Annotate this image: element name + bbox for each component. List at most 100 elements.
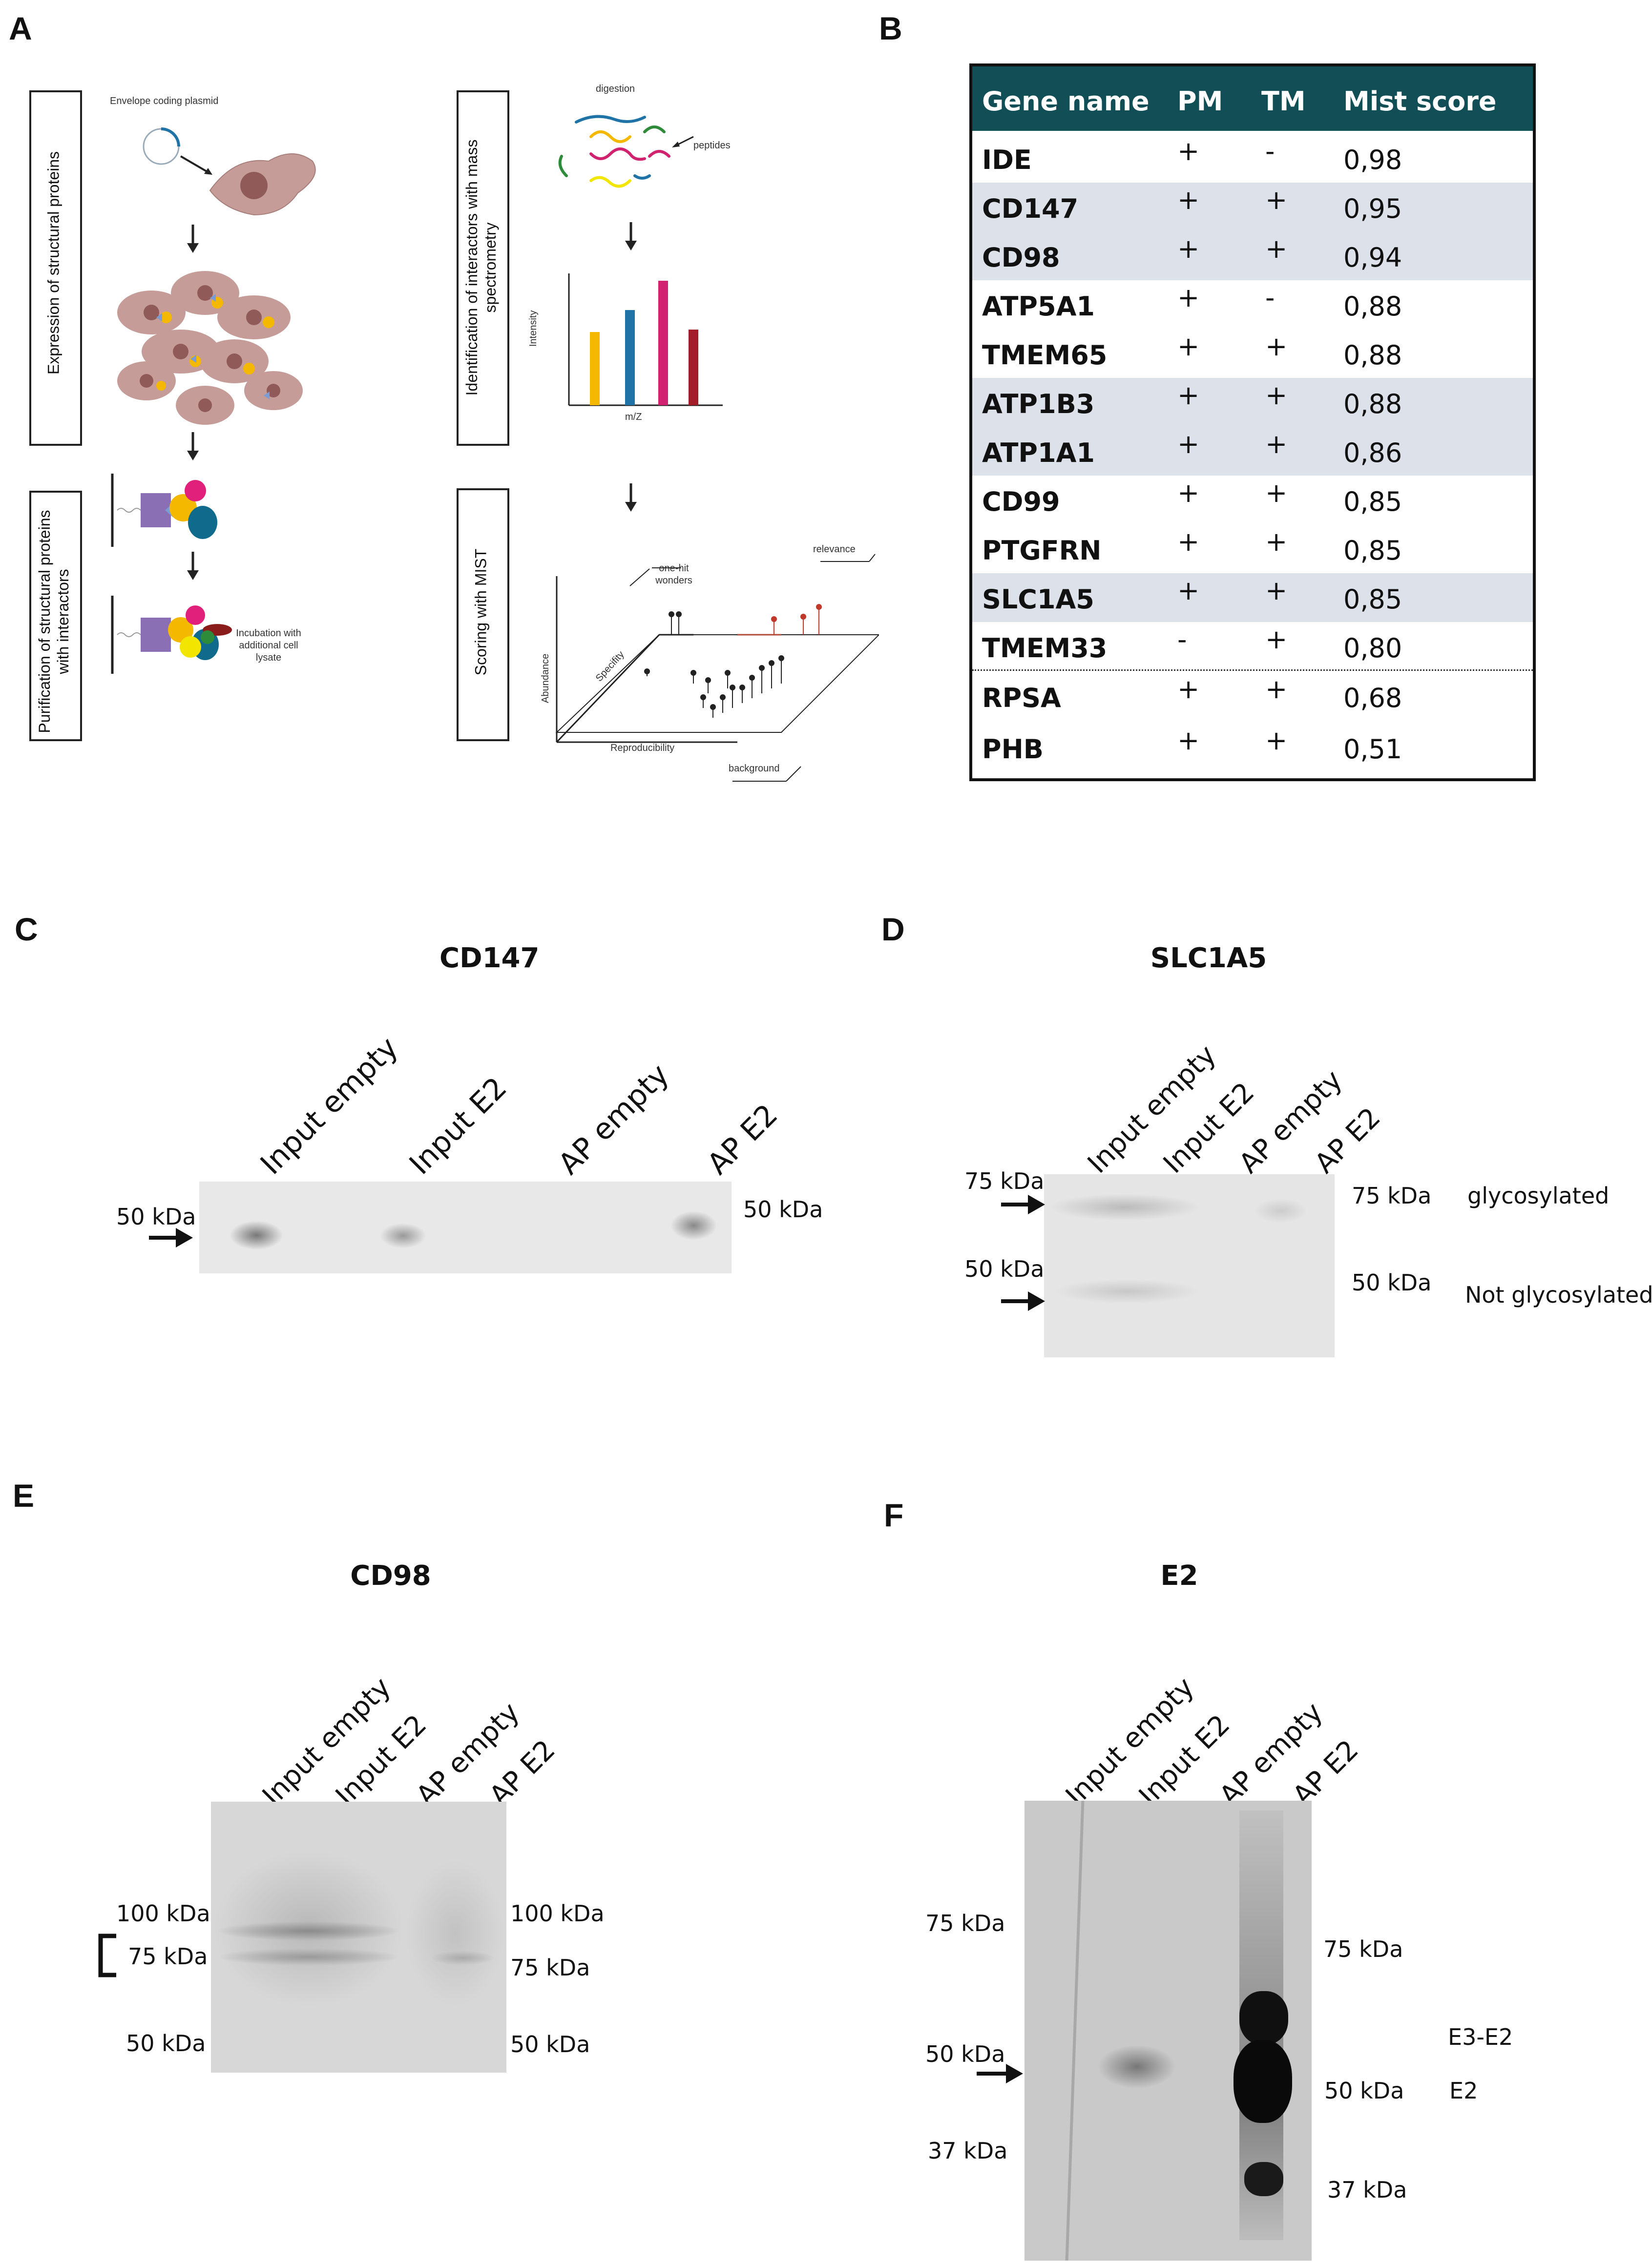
- box-purification-label: Purification of structural proteins with…: [36, 510, 72, 733]
- blot-c-title: CD147: [439, 942, 540, 974]
- cell-pm: +: [1177, 136, 1200, 166]
- transfected-cells-icon: [117, 271, 303, 425]
- cell-gene: CD147: [982, 193, 1079, 224]
- blot-f-title: E2: [1160, 1560, 1198, 1592]
- cell-gene: TMEM33: [982, 633, 1108, 664]
- panel-letter-c: C: [15, 911, 38, 947]
- cell-score: 0,98: [1343, 145, 1402, 175]
- cell-pm: +: [1177, 674, 1200, 705]
- mist-scoring-plot-icon: [555, 576, 879, 743]
- blot-e-left-marker-75: 75 kDa: [128, 1943, 208, 1970]
- table-row: SLC1A5 + +0,85: [972, 573, 1533, 622]
- cell-pm: +: [1177, 725, 1200, 756]
- cell-pm: -: [1177, 624, 1187, 655]
- cell-tm: +: [1265, 478, 1288, 508]
- blot-f-right-marker-75: 75 kDa: [1323, 1936, 1403, 1962]
- blot-d-arrow-icon-50: [1001, 1291, 1045, 1311]
- envelope-plasmid-label: Envelope coding plasmid: [110, 96, 219, 106]
- cell-score: 0,80: [1343, 633, 1402, 664]
- box-expression: [29, 90, 82, 446]
- cell-score: 0,85: [1343, 584, 1402, 615]
- blot-f-membrane: [1025, 1801, 1312, 2261]
- blot-c-arrow-icon: [149, 1228, 193, 1247]
- blot-d-arrow-icon-75: [1001, 1195, 1045, 1214]
- cell-tm: +: [1265, 380, 1288, 411]
- blot-e-lane-1: Input empty: [256, 1671, 397, 1812]
- peptides-icon: [558, 115, 670, 188]
- cell-gene: ATP1B3: [982, 389, 1095, 419]
- blot-d-annotation-not-glycosylated: Not glycosylated: [1465, 1282, 1652, 1308]
- box-scoring: [457, 488, 509, 741]
- header-gene-name: Gene name: [982, 86, 1150, 117]
- cell-tm: -: [1265, 282, 1275, 313]
- blot-d-right-marker-50: 50 kDa: [1352, 1269, 1432, 1296]
- header-mist-score: Mist score: [1343, 86, 1497, 117]
- table-row: PHB + +0,51: [972, 723, 1533, 772]
- blot-d-annotation-glycosylated: glycosylated: [1467, 1183, 1610, 1209]
- digestion-label: digestion: [596, 83, 635, 94]
- cell-gene: PTGFRN: [982, 535, 1102, 566]
- cell-tm: +: [1265, 233, 1288, 264]
- table-row: CD98 + +0,94: [972, 231, 1533, 280]
- blot-f-right-marker-37: 37 kDa: [1327, 2177, 1407, 2203]
- cell-gene: CD98: [982, 242, 1060, 273]
- panel-letter-b: B: [879, 10, 902, 46]
- background-label: background: [729, 763, 780, 774]
- cell-gene: RPSA: [982, 683, 1061, 713]
- mist-score-table: Gene name PM TM Mist score IDE + - 0,98 CD14…: [969, 63, 1536, 781]
- cell-pm: +: [1177, 185, 1200, 215]
- blot-f-left-marker-50: 50 kDa: [925, 2041, 1005, 2067]
- blot-c-lane-4: AP E2: [701, 1098, 785, 1182]
- blot-f-left-marker-75: 75 kDa: [925, 1910, 1005, 1936]
- box-expression-label: Expression of structural proteins: [44, 151, 63, 375]
- mz-label: m/Z: [625, 412, 642, 422]
- cell-tm: -: [1265, 136, 1275, 166]
- blot-d-title: SLC1A5: [1150, 942, 1267, 974]
- blot-f-arrow-icon: [977, 2064, 1023, 2083]
- blot-e-left-marker-100: 100 kDa: [116, 1900, 210, 1927]
- abundance-label: Abundance: [540, 653, 551, 703]
- cell-pm: +: [1177, 575, 1200, 606]
- table-row: CD99 + +0,85: [972, 476, 1533, 524]
- cell-score: 0,88: [1343, 291, 1402, 322]
- panel-letter-a: A: [9, 10, 32, 46]
- table-row: CD147 + +0,95: [972, 183, 1533, 231]
- panel-letter-d: D: [881, 911, 905, 947]
- cell-pm: +: [1177, 282, 1200, 313]
- blot-f-annotation-e3-e2: E3-E2: [1448, 2024, 1513, 2050]
- cell-tm: +: [1265, 526, 1288, 557]
- cell-pm: +: [1177, 233, 1200, 264]
- blot-e-right-marker-50: 50 kDa: [510, 2031, 590, 2058]
- cell-gene: ATP5A1: [982, 291, 1095, 322]
- blot-d-left-marker-75: 75 kDa: [964, 1168, 1045, 1194]
- blot-e-bracket-icon: [98, 1933, 116, 1977]
- blot-c-lane-3: AP empty: [552, 1057, 676, 1182]
- cell-gene: IDE: [982, 145, 1032, 175]
- blot-d-left-marker-50: 50 kDa: [964, 1256, 1045, 1282]
- box-purification: [29, 491, 82, 741]
- cell-tm: +: [1265, 674, 1288, 705]
- blot-f-right-marker-50: 50 kDa: [1324, 2078, 1404, 2104]
- table-row: ATP1A1 + +0,86: [972, 427, 1533, 476]
- cell-gene: ATP1A1: [982, 437, 1095, 468]
- cell-pm: +: [1177, 331, 1200, 362]
- blot-e-title: CD98: [350, 1560, 431, 1592]
- table-row: TMEM65 + +0,88: [972, 329, 1533, 378]
- header-tm: TM: [1261, 86, 1306, 117]
- box-identification: [457, 90, 509, 446]
- cell-score: 0,85: [1343, 535, 1402, 566]
- cell-score: 0,95: [1343, 193, 1402, 224]
- table-header: Gene name PM TM Mist score: [972, 66, 1533, 131]
- workflow-left-illustration: [111, 127, 316, 674]
- blot-c-right-marker: 50 kDa: [743, 1196, 823, 1223]
- cell-gene: SLC1A5: [982, 584, 1094, 615]
- blot-e-membrane: [211, 1802, 506, 2073]
- cell-pm: +: [1177, 429, 1200, 459]
- blot-c-membrane: [199, 1182, 732, 1273]
- incubation-label: Incubation with additional cell lysate: [236, 628, 301, 663]
- table-row: IDE + - 0,98: [972, 134, 1533, 183]
- cell-score: 0,51: [1343, 734, 1402, 765]
- mass-spec-chart-icon: [568, 273, 723, 406]
- cell-score: 0,88: [1343, 389, 1402, 419]
- blot-f-lane-1: Input empty: [1060, 1671, 1201, 1812]
